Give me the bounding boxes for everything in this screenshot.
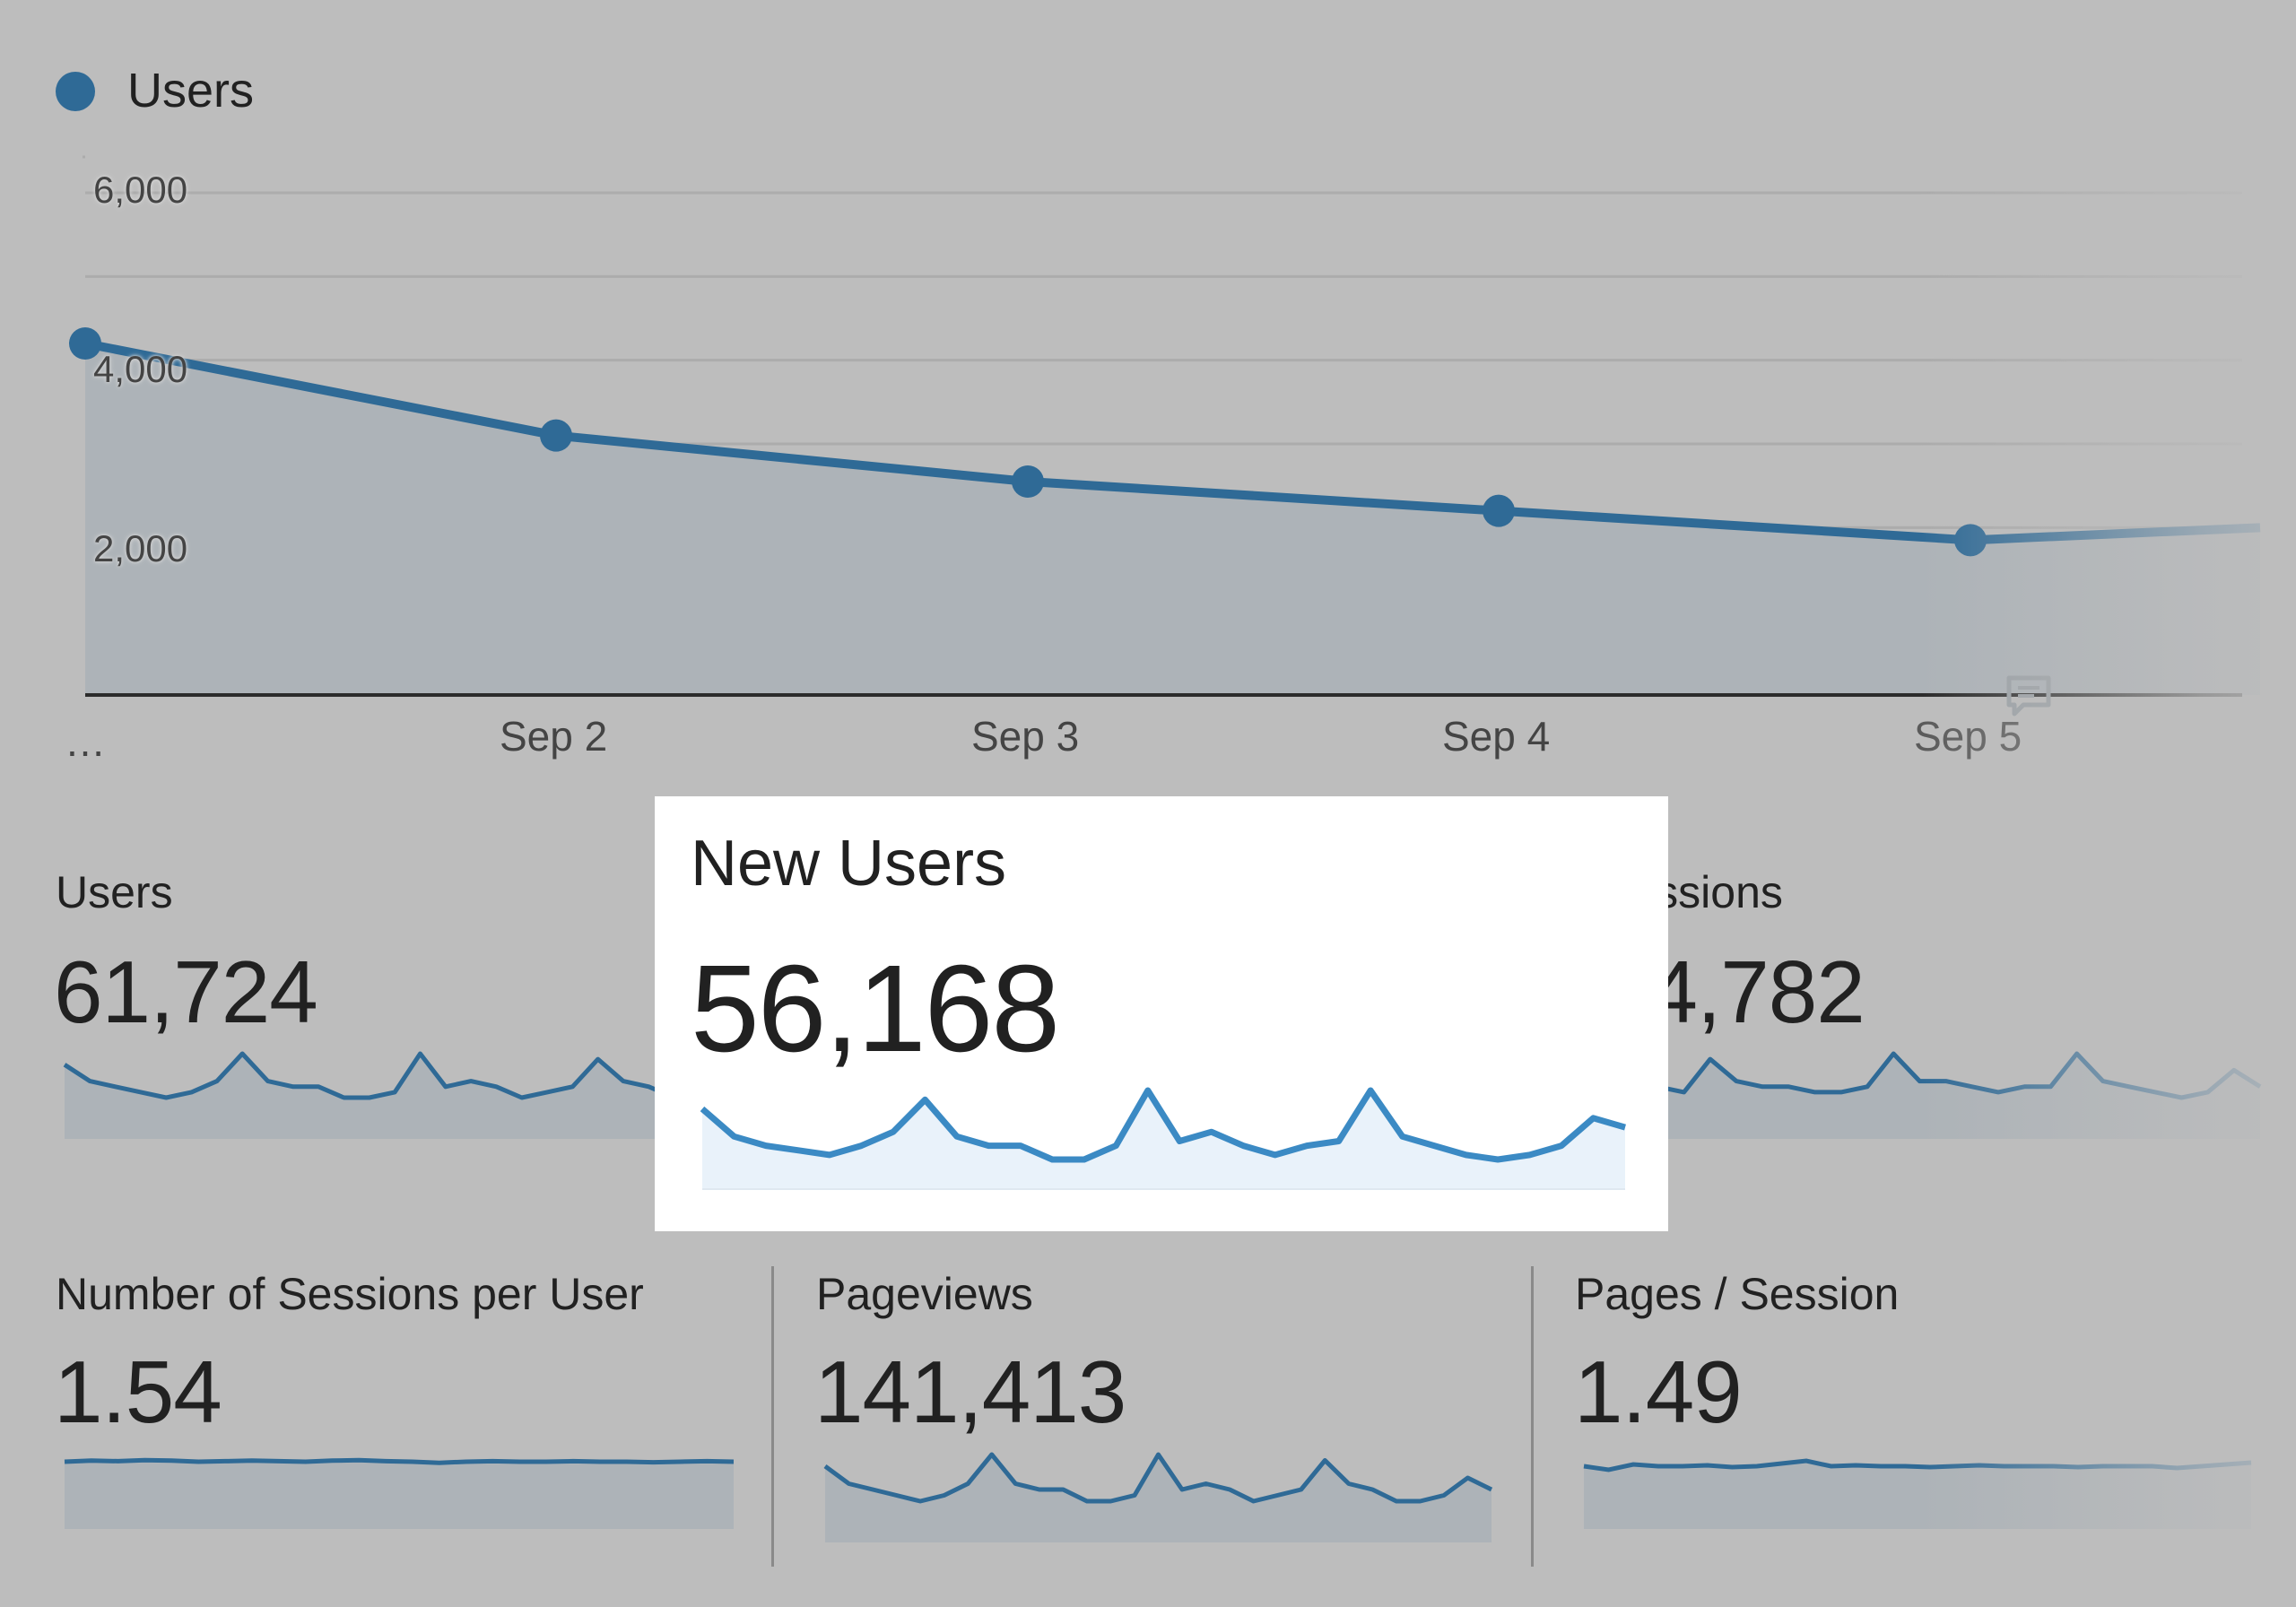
data-point <box>1954 524 1987 557</box>
sparkline-pages-per-session-area <box>1584 1461 2251 1529</box>
metric-name: Pages / Session <box>1575 1269 1900 1319</box>
metric-name: Number of Sessions per User <box>56 1269 644 1319</box>
metric-name: New Users <box>691 828 1007 899</box>
y-tick-label: 4,000 <box>93 348 188 390</box>
divider <box>771 1266 774 1567</box>
metric-name: Users <box>56 867 173 917</box>
x-tick-label: Sep 4 <box>1442 713 1551 760</box>
highlight-sparkline-line <box>700 1087 1626 1163</box>
legend-label: Users <box>127 64 255 117</box>
metric-value: 56,168 <box>691 940 1060 1078</box>
metric-value: 1.49 <box>1574 1342 1743 1441</box>
x-tick-label: Sep 3 <box>971 713 1080 760</box>
metric-name: Pageviews <box>816 1269 1033 1319</box>
x-tick-label: Sep 2 <box>500 713 608 760</box>
sparkline-pageviews-area <box>825 1455 1492 1542</box>
metric-value: 141,413 <box>814 1342 1126 1441</box>
y-tick-label: 2,000 <box>93 527 188 569</box>
highlight-sparkline-area <box>702 1090 1625 1189</box>
sparkline-users-line <box>63 1051 700 1100</box>
data-point <box>1012 465 1044 498</box>
metric-value: 61,724 <box>54 942 318 1041</box>
data-point <box>540 419 572 452</box>
y-tick-label: 6,000 <box>93 169 188 211</box>
divider <box>1531 1266 1534 1567</box>
comment-icon[interactable] <box>2004 674 2054 723</box>
x-tick-label: … <box>65 718 106 765</box>
data-point <box>1483 494 1515 527</box>
new-users-sparkline <box>700 1087 1626 1190</box>
data-point <box>69 327 101 360</box>
legend-dot-icon <box>56 72 95 111</box>
sparkline-sessions-per-user-area <box>65 1460 734 1529</box>
metric-new-users-highlight[interactable]: New Users 56,168 <box>655 796 1668 1231</box>
series-area <box>85 343 2260 695</box>
sparkline-pageviews-line <box>823 1452 1493 1504</box>
sparkline-sessions-per-user-line <box>64 1457 735 1465</box>
metric-value: 1.54 <box>54 1342 222 1441</box>
